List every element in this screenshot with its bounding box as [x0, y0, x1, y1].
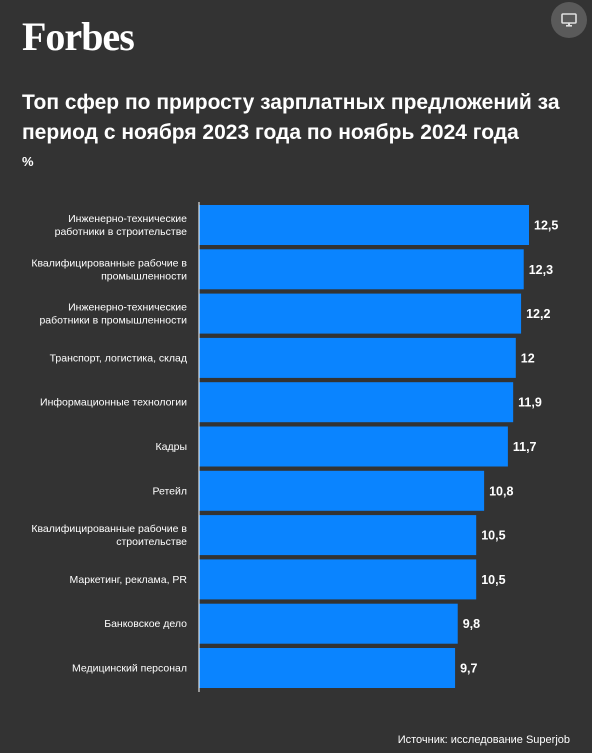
bars-layer: 12,5 Инженерно-технические работники в стр… [31, 205, 558, 688]
category-label-10: Медицинский персонал [72, 663, 187, 675]
value-label-1: 12,3 [529, 263, 553, 277]
category-label-3: Транспорт, логистика, склад [50, 352, 187, 364]
value-label-4: 11,9 [518, 396, 542, 410]
category-label-7: Квалифицированные рабочие в строительстве [31, 523, 187, 548]
bar-8 [199, 559, 477, 600]
value-label-8: 10,5 [481, 573, 505, 587]
bar-6 [199, 470, 485, 511]
category-label-1: Квалифицированные рабочие в промышленност… [31, 257, 187, 282]
value-label-9: 9,8 [463, 617, 480, 631]
value-label-5: 11,7 [513, 440, 537, 454]
bar-0 [199, 205, 529, 245]
forbes-logo: Forbes [22, 14, 135, 59]
category-label-4: Информационные технологии [40, 397, 187, 409]
unit-label: % [22, 154, 34, 169]
value-label-3: 12 [521, 351, 535, 365]
category-label-2: Инженерно-технические работники в промышл… [39, 302, 187, 327]
category-label-9: Банковское дело [104, 618, 187, 630]
monitor-icon[interactable] [551, 2, 587, 38]
value-label-6: 10,8 [489, 484, 513, 498]
source-note: Источник: исследование Superjob [397, 734, 570, 746]
category-label-6: Ретейл [152, 485, 187, 497]
category-label-8: Маркетинг, реклама, PR [70, 574, 188, 586]
bar-1 [199, 249, 524, 290]
bar-4 [199, 382, 514, 423]
category-label-0: Инженерно-технические работники в строите… [55, 213, 188, 238]
value-label-0: 12,5 [534, 219, 558, 233]
value-label-10: 9,7 [460, 662, 477, 676]
bar-chart: 12,5 Инженерно-технические работники в стр… [31, 202, 558, 692]
bar-2 [199, 293, 522, 334]
bar-10 [199, 648, 456, 688]
bar-7 [199, 515, 477, 556]
chart-title: Топ сфер по приросту зарплатных предложе… [22, 91, 560, 144]
category-label-5: Кадры [156, 441, 187, 453]
bar-5 [199, 426, 508, 467]
value-label-7: 10,5 [481, 529, 505, 543]
bar-3 [199, 337, 516, 378]
value-label-2: 12,2 [526, 307, 550, 321]
bar-9 [199, 603, 458, 644]
